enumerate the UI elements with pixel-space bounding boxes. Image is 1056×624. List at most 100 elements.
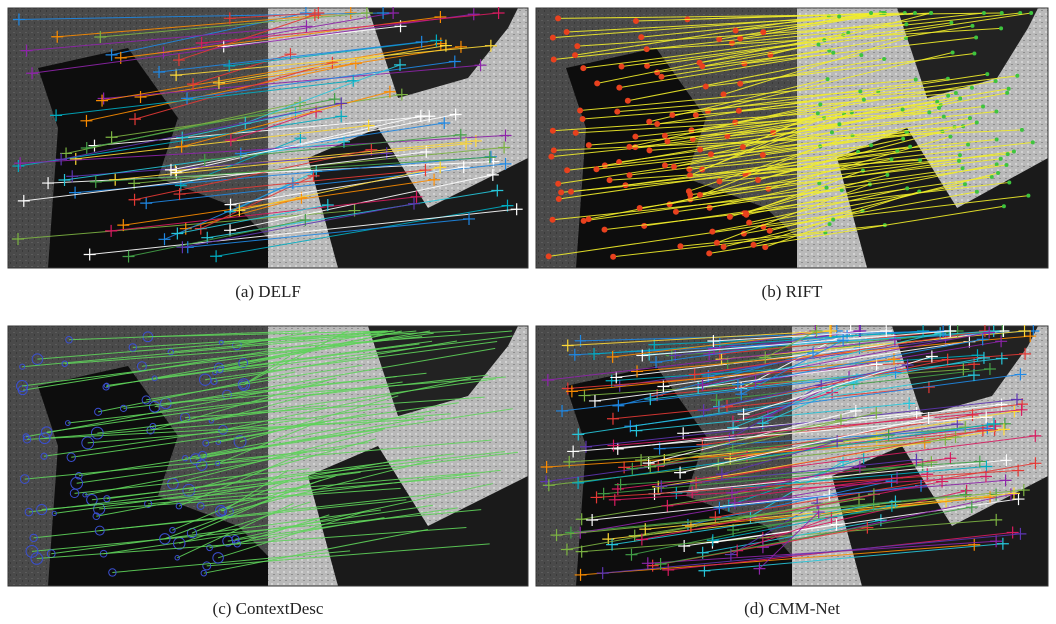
keypoint [693,112,699,118]
keypoint [664,138,670,144]
keypoint [968,116,972,120]
keypoint [994,79,998,83]
keypoint [954,91,958,95]
keypoint [697,146,703,152]
keypoint [732,119,738,125]
keypoint [999,26,1003,30]
keypoint [937,106,941,110]
keypoint [627,172,633,178]
keypoint [929,11,933,15]
keypoint [817,43,821,47]
image-panel [8,7,528,268]
keypoint [985,72,989,76]
keypoint [697,192,703,198]
keypoint [1015,74,1019,78]
keypoint [593,166,599,172]
keypoint [669,112,675,118]
keypoint [602,227,608,233]
keypoint [760,29,766,35]
keypoint [889,157,893,161]
keypoint [736,108,742,114]
keypoint [1007,180,1011,184]
keypoint [927,110,931,114]
keypoint [831,51,835,55]
keypoint [727,214,733,220]
keypoint [1026,194,1030,198]
keypoint [556,196,562,202]
keypoint [963,182,967,186]
keypoint [743,210,749,216]
keypoint [885,173,889,177]
keypoint [1029,11,1033,15]
keypoint [550,217,556,223]
keypoint [958,96,962,100]
keypoint [948,135,952,139]
keypoint [816,111,820,115]
keypoint [882,11,886,15]
keypoint [825,186,829,190]
keypoint [858,89,862,93]
keypoint [614,109,620,115]
keypoint [555,15,561,21]
keypoint [594,80,600,86]
keypoint [646,119,652,125]
keypoint [671,164,677,170]
keypoint [573,130,579,136]
keypoint [703,83,709,89]
keypoint [546,253,552,259]
keypoint [981,104,985,108]
keypoint [970,24,974,28]
keypoint [610,254,616,260]
keypoint [1005,91,1009,95]
keypoint [908,145,912,149]
keypoint [990,175,994,179]
keypoint [961,166,965,170]
keypoint [626,144,632,150]
keypoint [869,11,873,15]
keypoint [942,115,946,119]
keypoint [721,244,727,250]
keypoint [580,116,586,122]
keypoint [633,18,639,24]
keypoint [572,52,578,58]
keypoint [632,134,638,140]
figure: (a) DELF (b) RIFT (c) ContextDesc (d) CM… [0,0,1056,624]
keypoint [946,94,950,98]
keypoint [568,189,574,195]
keypoint [654,121,660,127]
keypoint [625,98,631,104]
keypoint [1004,163,1008,167]
keypoint [949,21,953,25]
keypoint [746,220,752,226]
keypoint [686,188,692,194]
keypoint [586,216,592,222]
keypoint [580,65,586,71]
keypoint [901,137,905,141]
keypoint [658,74,664,80]
keypoint [586,142,592,148]
keypoint [737,81,743,87]
keypoint [577,108,583,114]
keypoint [637,205,643,211]
keypoint [914,77,918,81]
keypoint [662,133,668,139]
keypoint [755,177,761,183]
keypoint [913,11,917,15]
keypoint [826,77,830,81]
keypoint [996,171,1000,175]
keypoint [708,151,714,157]
keypoint [904,22,908,26]
keypoint [641,223,647,229]
keypoint [918,158,922,162]
keypoint [862,98,866,102]
keypoint [957,159,961,163]
keypoint [616,85,622,91]
keypoint [673,209,679,215]
keypoint [647,147,653,153]
caption: (c) ContextDesc [213,599,324,618]
keypoint [975,190,979,194]
keypoint [1000,11,1004,15]
keypoint [564,29,570,35]
keypoint [905,186,909,190]
keypoint [837,14,841,18]
